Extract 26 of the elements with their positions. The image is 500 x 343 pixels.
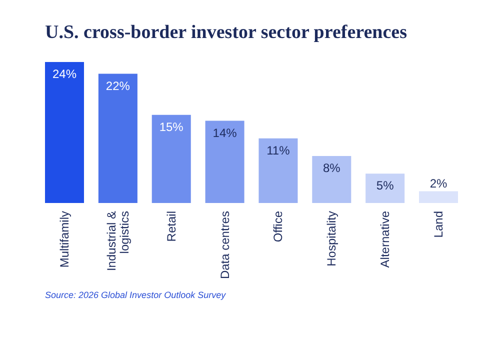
x-tick-label: Industrial & logistics [104,211,132,272]
bar [205,120,244,203]
x-tick-label: Hospitality [324,211,339,266]
data-label: 14% [212,126,238,140]
data-label: 2% [430,176,448,190]
data-label: 11% [266,143,290,158]
data-label: 24% [52,67,77,81]
data-label: 15% [159,120,184,134]
data-label: 5% [376,178,394,193]
bar [312,156,352,203]
x-tick-label: Alternative [378,210,392,268]
data-label: 22% [106,78,130,93]
x-tick-label: Land [432,211,446,238]
bar [98,74,138,203]
source-note: Source: 2026 Global Investor Outlook Survey [45,290,226,300]
chart-title: U.S. cross-border investor sector preferences [45,22,407,43]
x-tick-label: Office [271,210,286,242]
bar [418,191,458,203]
x-tick-label: Multifamily [58,211,72,268]
x-tick-label: Retail [164,211,178,242]
bar [366,174,405,203]
data-label: 8% [322,161,341,175]
x-tick-label: Data centres [218,211,232,280]
bar [258,138,298,203]
bar [152,114,191,203]
bar [45,62,84,203]
